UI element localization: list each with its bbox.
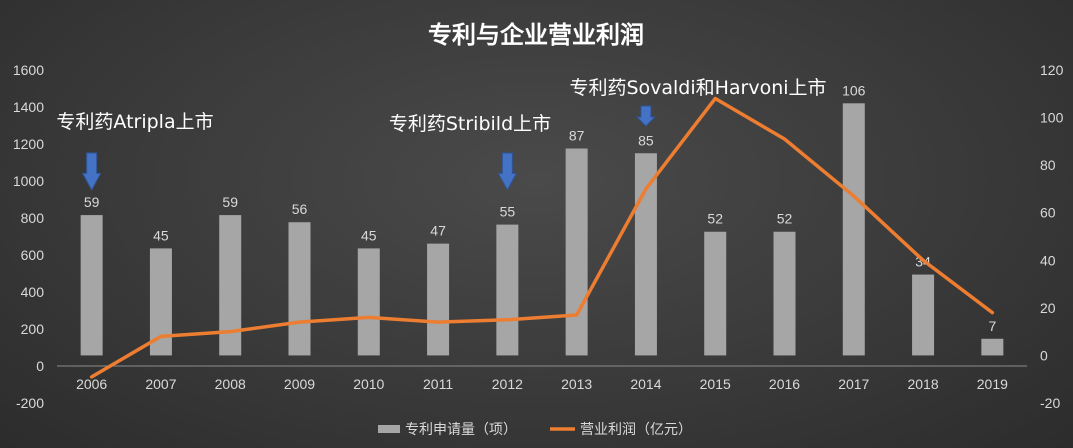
bar-data-label: 52: [707, 211, 723, 227]
left-axis-tick-label: 1200: [13, 136, 44, 152]
right-axis-tick-label: 0: [1040, 347, 1048, 363]
x-axis-tick-label: 2010: [353, 376, 384, 392]
right-axis: -20 0 20 40 60 80 100 120: [1040, 62, 1064, 411]
x-axis-tick-label: 2012: [492, 376, 523, 392]
left-axis-tick-label: 200: [21, 321, 45, 337]
x-axis-tick-label: 2019: [977, 376, 1008, 392]
bar-data-label: 52: [777, 211, 793, 227]
legend-bar-label: 专利申请量（项）: [405, 422, 517, 438]
bar: [634, 153, 657, 356]
annotation-label: 专利药Stribild上市: [389, 113, 551, 135]
right-axis-tick-label: 60: [1040, 205, 1056, 221]
line-series: [89, 96, 995, 379]
down-arrow-icon: [497, 152, 518, 192]
bar-data-label: 45: [361, 227, 377, 243]
annotations: 专利药Atripla上市 专利药Stribild上市专利药Sovaldi和Harv…: [56, 77, 827, 192]
annotation-label: 专利药Sovaldi和Harvoni上市: [569, 77, 826, 99]
x-axis-tick-label: 2008: [215, 376, 246, 392]
x-axis-tick-label: 2016: [769, 376, 800, 392]
bar: [842, 103, 865, 356]
annotation-label: 专利药Atripla上市: [56, 111, 213, 133]
bar: [565, 148, 588, 356]
bar-data-label: 45: [153, 227, 169, 243]
x-axis-tick-label: 2009: [284, 376, 315, 392]
x-axis-tick-label: 2017: [838, 376, 869, 392]
bar: [80, 215, 103, 356]
bar: [288, 222, 311, 356]
x-axis-tick-label: 2015: [700, 376, 731, 392]
down-arrow-icon: [635, 105, 657, 127]
bar-data-label: 59: [84, 194, 100, 210]
right-axis-tick-label: 80: [1040, 157, 1056, 173]
x-axis-tick-label: 2006: [76, 376, 107, 392]
legend-bar-swatch: [378, 425, 400, 433]
bar: [496, 224, 519, 356]
bar-data-label: 55: [500, 204, 516, 220]
bar-data-label: 106: [842, 82, 866, 98]
x-axis-tick-label: 2013: [561, 376, 592, 392]
left-axis-tick-label: 600: [21, 247, 45, 263]
left-axis-tick-label: 1600: [13, 62, 44, 78]
left-axis-tick-label: 0: [36, 358, 44, 374]
down-arrow-icon: [81, 152, 102, 192]
bar-data-label: 59: [222, 194, 238, 210]
bar: [357, 248, 380, 356]
bar-data-label: 87: [569, 127, 585, 143]
bar-data-label: 85: [638, 132, 654, 148]
chart-title-group: 专利与企业营业利润: [428, 21, 644, 49]
left-axis-tick-label: 800: [21, 210, 45, 226]
right-axis-tick-label: 20: [1040, 300, 1056, 316]
left-axis-tick-label: -200: [16, 395, 44, 411]
bar-data-label: 7: [988, 318, 996, 334]
x-axis: 2006 2007 2008 2009 2010 2011 2012 2013 2014 2015…: [57, 365, 1027, 392]
x-axis-tick-label: 2011: [423, 376, 453, 392]
x-axis-tick-label: 2014: [630, 376, 661, 392]
bar: [219, 215, 242, 356]
bar-data-label: 56: [292, 201, 308, 217]
bar: [981, 338, 1004, 356]
x-axis-tick-label: 2018: [907, 376, 938, 392]
bar: [912, 274, 935, 356]
legend-line-label: 营业利润（亿元）: [580, 422, 692, 438]
profit-line: [89, 96, 995, 379]
bar-data-label: 47: [430, 223, 446, 239]
legend: 专利申请量（项） 营业利润（亿元）: [378, 422, 692, 438]
right-axis-tick-label: 40: [1040, 252, 1056, 268]
bar: [149, 248, 172, 356]
right-axis-tick-label: -20: [1040, 395, 1060, 411]
x-axis-tick-label: 2007: [145, 376, 176, 392]
right-axis-tick-label: 100: [1040, 110, 1064, 126]
left-axis-tick-label: 1400: [13, 99, 44, 115]
left-axis-tick-label: 1000: [13, 173, 44, 189]
chart-title: 专利与企业营业利润: [428, 21, 644, 49]
left-axis-tick-label: 400: [21, 284, 45, 300]
bar: [427, 243, 450, 356]
bar: [704, 231, 727, 356]
bar: [773, 231, 796, 356]
left-axis: -200 0 200 400 600 800 1000 1200 1400 1600: [13, 62, 44, 411]
right-axis-tick-label: 120: [1040, 62, 1064, 78]
